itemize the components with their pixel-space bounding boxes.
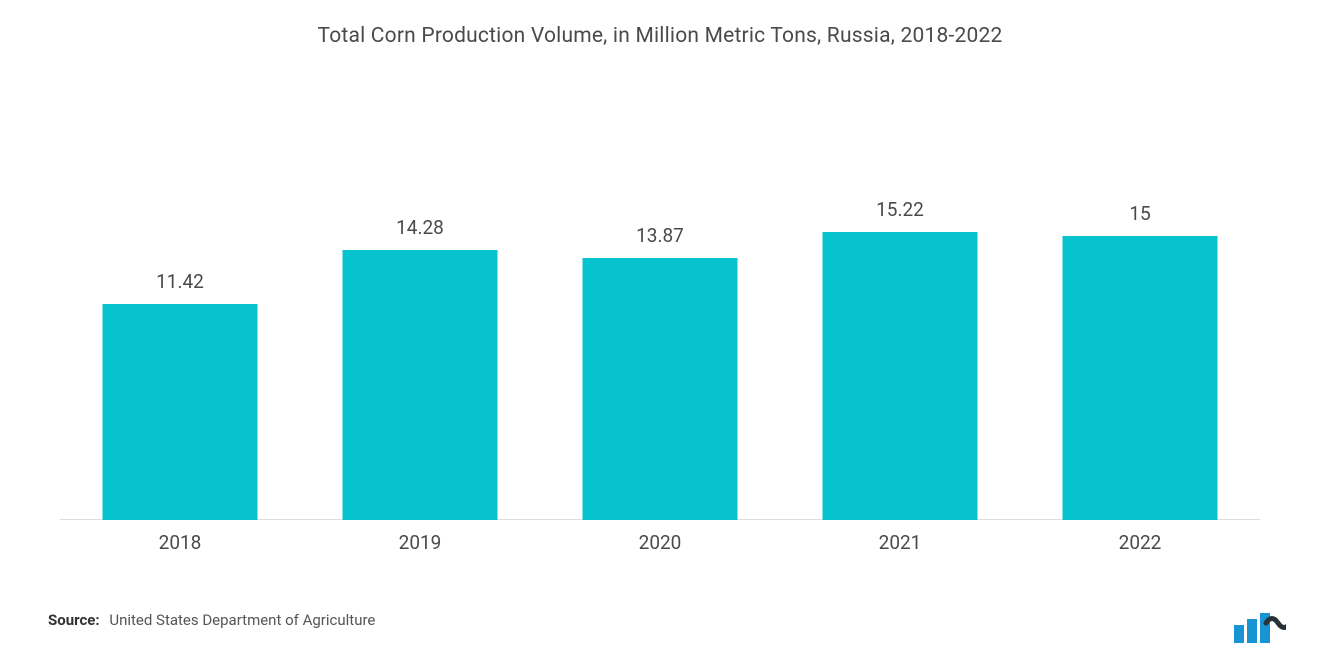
bar-3 bbox=[823, 232, 978, 520]
bar-slot-0: 11.42 2018 bbox=[60, 304, 300, 520]
logo-bar-2 bbox=[1247, 619, 1257, 643]
source-text: United States Department of Agriculture bbox=[109, 611, 375, 629]
source-label: Source: bbox=[48, 611, 100, 629]
category-label-2: 2020 bbox=[540, 531, 780, 554]
logo-bar-1 bbox=[1234, 625, 1244, 643]
value-label-0: 11.42 bbox=[60, 270, 300, 293]
bar-0 bbox=[103, 304, 258, 520]
value-label-2: 13.87 bbox=[540, 224, 780, 247]
chart-container: Total Corn Production Volume, in Million… bbox=[0, 0, 1320, 665]
bar-slot-4: 15 2022 bbox=[1020, 236, 1260, 520]
bar-1 bbox=[343, 250, 498, 520]
chart-title: Total Corn Production Volume, in Million… bbox=[0, 24, 1320, 48]
bar-4 bbox=[1063, 236, 1218, 520]
value-label-3: 15.22 bbox=[780, 198, 1020, 221]
value-label-1: 14.28 bbox=[300, 216, 540, 239]
bar-slot-3: 15.22 2021 bbox=[780, 232, 1020, 520]
plot-area: 11.42 2018 14.28 2019 13.87 2020 15.22 2… bbox=[60, 100, 1260, 520]
source-line: Source: United States Department of Agri… bbox=[48, 611, 375, 629]
brand-logo-icon bbox=[1234, 613, 1286, 643]
value-label-4: 15 bbox=[1020, 202, 1260, 225]
category-label-1: 2019 bbox=[300, 531, 540, 554]
bar-slot-1: 14.28 2019 bbox=[300, 250, 540, 520]
category-label-0: 2018 bbox=[60, 531, 300, 554]
category-label-4: 2022 bbox=[1020, 531, 1260, 554]
bar-2 bbox=[583, 258, 738, 520]
bar-slot-2: 13.87 2020 bbox=[540, 258, 780, 520]
category-label-3: 2021 bbox=[780, 531, 1020, 554]
